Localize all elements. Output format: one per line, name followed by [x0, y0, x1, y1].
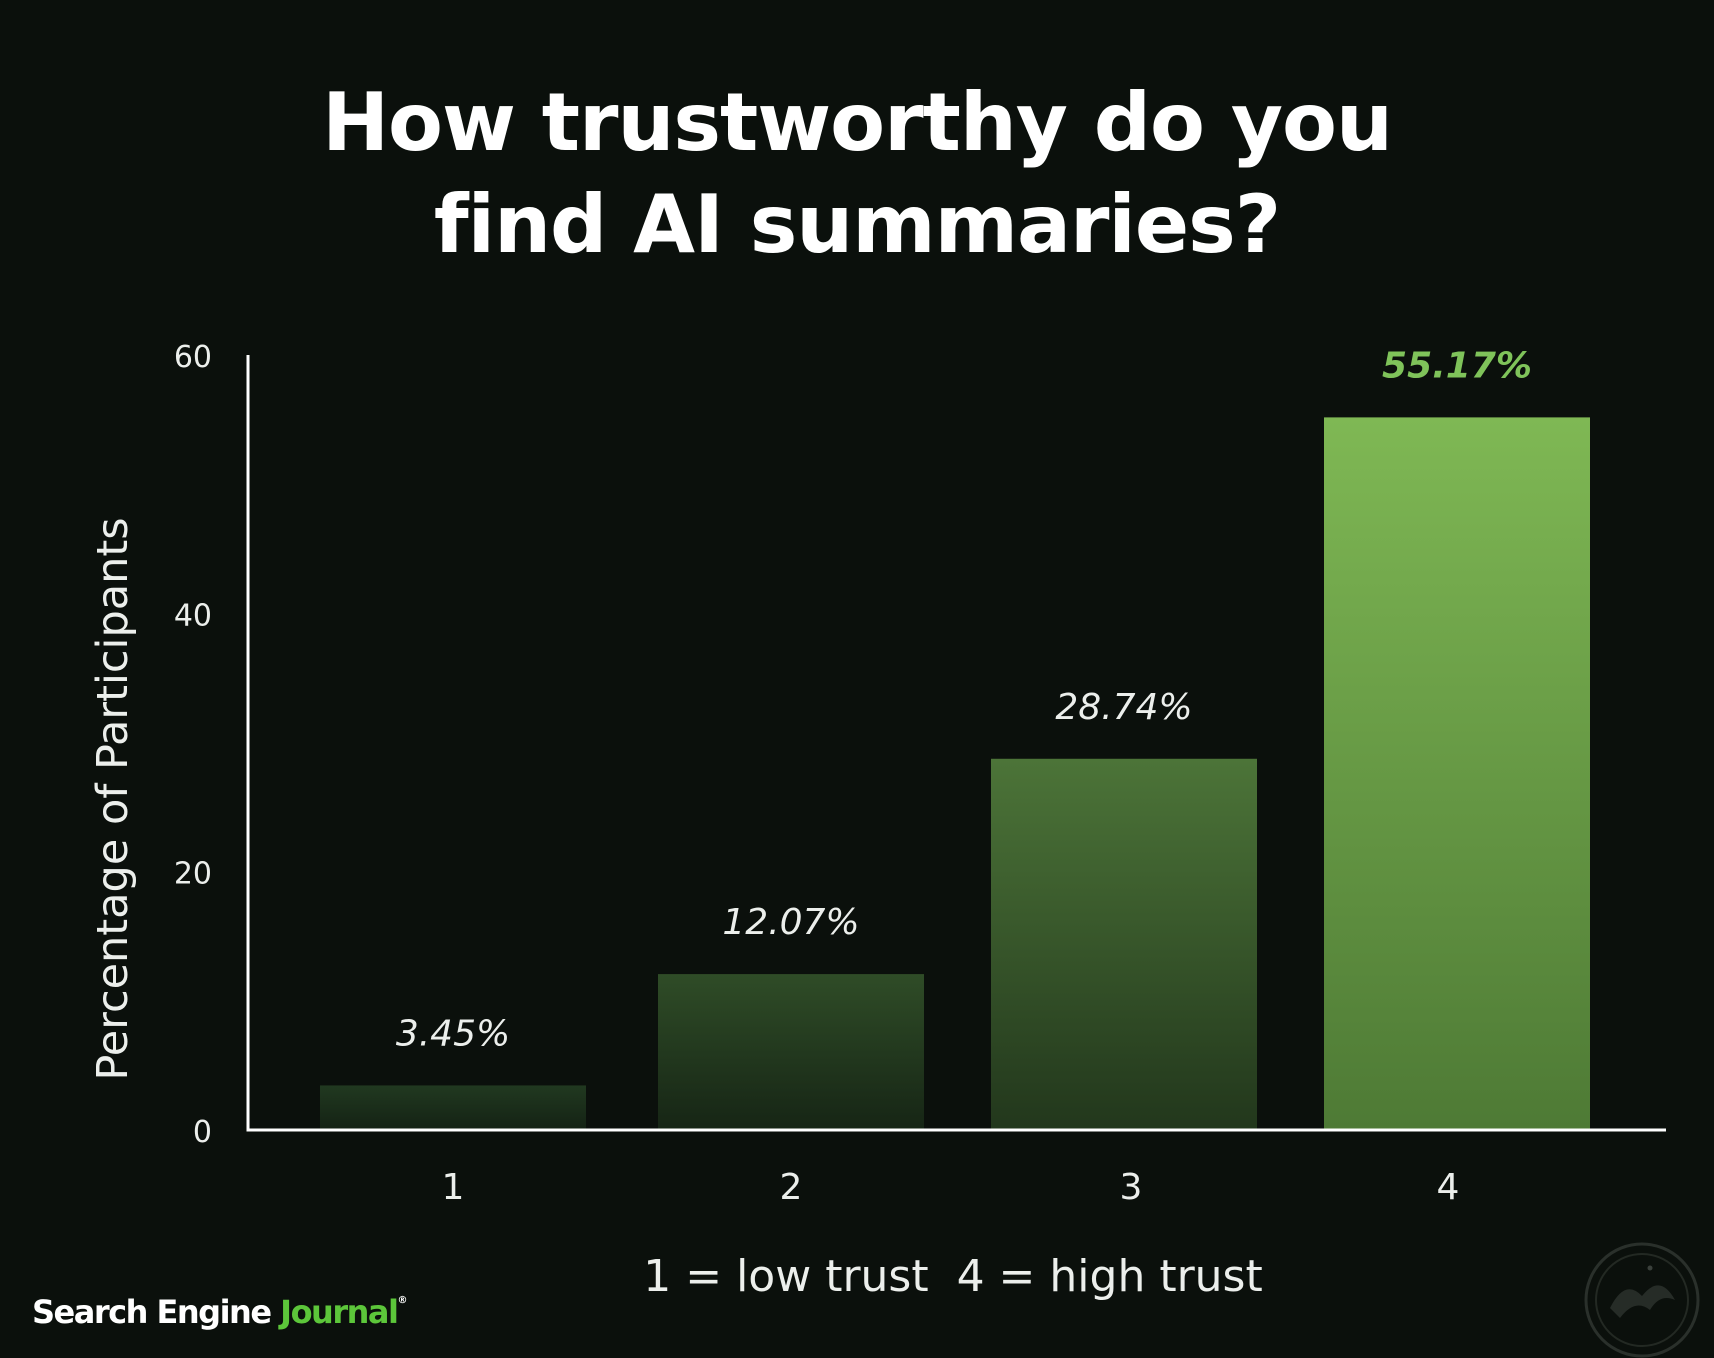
brand-logo: Search Engine Journal® [32, 1293, 407, 1331]
y-tick-20: 20 [174, 857, 212, 892]
value-label-3: 28.74% [1055, 687, 1192, 728]
y-tick-0: 0 [193, 1115, 212, 1150]
value-label-4: 55.17% [1382, 345, 1532, 386]
y-tick-labels: 0 20 40 60 [174, 340, 212, 1150]
x-tick-2: 2 [780, 1167, 803, 1208]
value-label-1: 3.45% [396, 1013, 510, 1054]
x-tick-3: 3 [1120, 1167, 1143, 1208]
bar-1 [320, 1085, 586, 1130]
brand-mark: ® [397, 1295, 407, 1306]
x-axis-label: 1 = low trust 4 = high trust [643, 1251, 1262, 1302]
brand-accent: Journal [280, 1293, 399, 1331]
y-tick-60: 60 [174, 340, 212, 375]
brand-name: Search Engine [32, 1293, 281, 1331]
x-tick-labels: 1 2 3 4 [442, 1167, 1460, 1208]
value-labels-layer: 3.45% 12.07% 28.74% 55.17% [396, 345, 1532, 1054]
y-tick-40: 40 [174, 598, 212, 633]
bar-2 [658, 974, 924, 1130]
seal-icon [1584, 1242, 1700, 1358]
y-axis-label: Percentage of Participants [88, 517, 138, 1080]
x-tick-4: 4 [1437, 1167, 1460, 1208]
x-tick-1: 1 [442, 1167, 465, 1208]
bars-layer [320, 417, 1590, 1130]
bar-4 [1324, 417, 1590, 1130]
chart-title-line-1: How trustworthy do you [322, 76, 1393, 169]
chart-title: How trustworthy do you find AI summaries… [0, 72, 1714, 276]
chart-title-line-2: find AI summaries? [433, 178, 1281, 271]
bar-3 [991, 758, 1257, 1130]
value-label-2: 12.07% [722, 902, 859, 943]
